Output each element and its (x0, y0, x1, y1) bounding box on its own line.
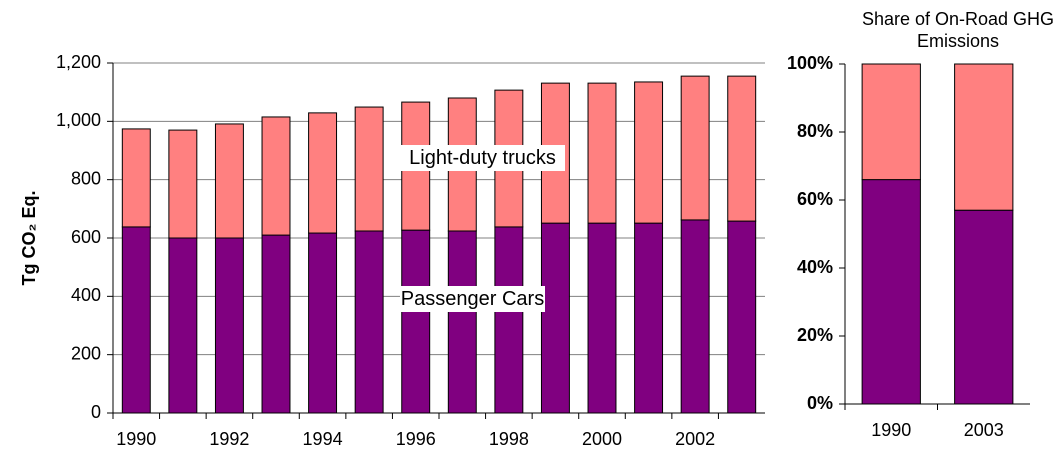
y-tick-label: 0% (807, 393, 833, 413)
bar (168, 237, 198, 414)
y-tick-label: 400 (71, 285, 101, 305)
bar (954, 209, 1014, 405)
y-tick-label: 40% (797, 257, 833, 277)
bar (680, 75, 710, 221)
bar (214, 237, 244, 414)
bar (727, 75, 757, 222)
y-tick-label: 0 (91, 402, 101, 422)
bar (308, 112, 338, 234)
x-tick-label: 2002 (675, 429, 715, 449)
bar (401, 229, 431, 414)
bar (727, 220, 757, 414)
bar (680, 219, 710, 414)
bar (261, 116, 291, 236)
y-tick-label: 800 (71, 168, 101, 188)
x-tick-label: 1992 (209, 429, 249, 449)
annotation: Light-duty trucks (400, 145, 565, 171)
x-tick-label: 2003 (964, 420, 1004, 440)
bar (587, 82, 617, 224)
bar (447, 230, 477, 414)
bar (540, 222, 570, 414)
bar (494, 226, 524, 414)
x-tick-label: 1998 (489, 429, 529, 449)
bar (168, 129, 198, 239)
annotation: Passenger Cars (400, 286, 545, 312)
y-axis-label: Tg CO₂ Eq. (19, 191, 39, 286)
bar (634, 81, 664, 224)
bar (261, 234, 291, 414)
x-tick-label: 1990 (871, 420, 911, 440)
y-tick-label: 100% (787, 53, 833, 73)
bar (954, 63, 1014, 211)
bar (587, 222, 617, 414)
y-tick-label: 1,200 (56, 52, 101, 72)
bar (214, 123, 244, 239)
y-tick-label: 600 (71, 227, 101, 247)
x-tick-label: 2000 (582, 429, 622, 449)
x-tick-label: 1990 (116, 429, 156, 449)
bar (121, 128, 151, 228)
y-tick-label: 20% (797, 325, 833, 345)
chart-title: Share of On-Road GHG Emissions (861, 9, 1055, 51)
bar (861, 63, 921, 181)
y-tick-label: 200 (71, 343, 101, 363)
bar (861, 179, 921, 405)
y-tick-label: 80% (797, 121, 833, 141)
bar (354, 106, 384, 232)
y-tick-label: 1,000 (56, 110, 101, 130)
bar (121, 226, 151, 414)
x-tick-label: 1994 (303, 429, 343, 449)
x-tick-label: 1996 (396, 429, 436, 449)
y-tick-label: 60% (797, 189, 833, 209)
bar (354, 230, 384, 414)
bar (634, 222, 664, 414)
bar (308, 232, 338, 414)
